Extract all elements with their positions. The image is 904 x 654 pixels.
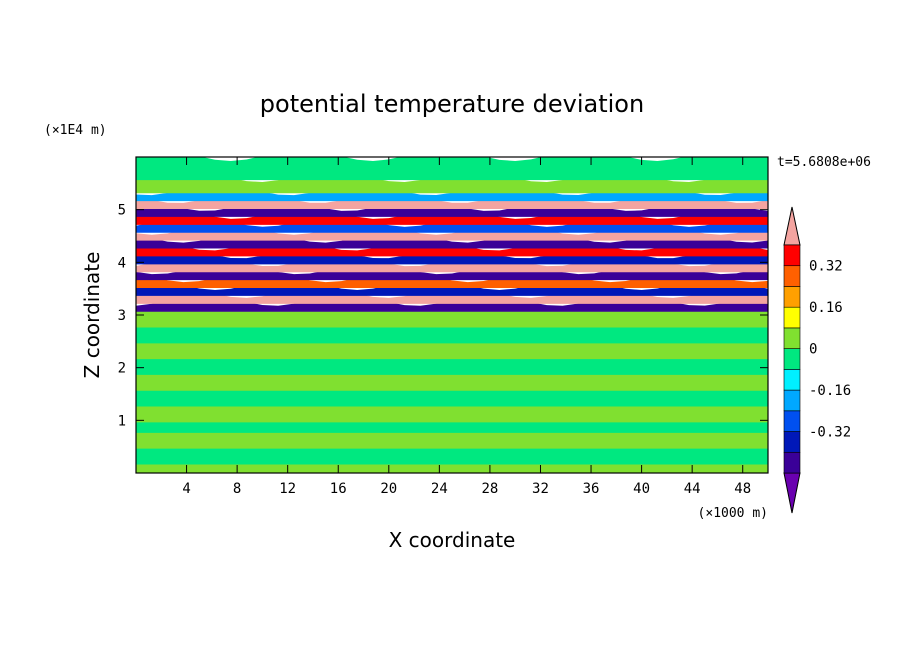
chart-title: potential temperature deviation <box>260 90 644 118</box>
x-tick-label: 20 <box>380 481 397 497</box>
contour-band <box>136 191 768 210</box>
colorbar-segment <box>783 265 801 287</box>
x-tick-label: 8 <box>233 481 241 497</box>
y-tick-label: 1 <box>118 413 126 429</box>
colorbar-segment <box>783 431 801 453</box>
colorbar-segment <box>783 306 801 329</box>
colorbar-extend-bottom <box>783 472 801 514</box>
y-unit-label: (×1E4 m) <box>44 123 107 138</box>
x-tick-label: 24 <box>431 481 448 497</box>
y-axis-label: Z coordinate <box>80 252 104 379</box>
y-tick-label: 4 <box>118 255 126 271</box>
x-tick-label: 28 <box>481 481 498 497</box>
contour-band <box>136 222 768 241</box>
contour-band <box>136 457 768 473</box>
colorbar: 0.32 0.16 0 -0.16 -0.32 <box>783 206 851 514</box>
colorbar-tick-label: -0.32 <box>809 425 851 441</box>
contour-band <box>136 270 768 289</box>
x-tick-label: 48 <box>734 481 751 497</box>
x-unit-label: (×1000 m) <box>698 506 768 521</box>
y-tick-label: 3 <box>118 308 126 324</box>
x-axis: 4 8 12 16 20 24 28 32 36 40 44 48 <box>182 157 751 497</box>
x-tick-label: 44 <box>684 481 701 497</box>
colorbar-tick-label: 0 <box>809 342 817 358</box>
contour-band <box>136 183 768 202</box>
plot-area <box>136 157 768 473</box>
colorbar-segment <box>783 286 801 308</box>
colorbar-extend-top <box>783 206 801 246</box>
contour-band <box>136 262 768 281</box>
x-tick-label: 12 <box>279 481 296 497</box>
y-tick-label: 2 <box>118 361 126 377</box>
colorbar-segment <box>783 369 801 391</box>
x-axis-label: X coordinate <box>389 528 516 552</box>
y-tick-label: 5 <box>118 203 126 219</box>
colorbar-segment <box>783 327 801 349</box>
time-label: t=5.6808e+06 <box>777 155 871 170</box>
colorbar-tick-label: 0.32 <box>809 259 843 275</box>
y-axis: 1 2 3 4 5 <box>118 203 768 429</box>
colorbar-segment <box>783 451 801 474</box>
colorbar-segment <box>783 389 801 412</box>
contour-band <box>136 157 768 181</box>
colorbar-tick-label: -0.16 <box>809 383 851 399</box>
x-tick-label: 16 <box>330 481 347 497</box>
colorbar-tick-label: 0.16 <box>809 300 843 316</box>
x-tick-label: 4 <box>182 481 190 497</box>
x-tick-label: 36 <box>583 481 600 497</box>
x-tick-label: 40 <box>633 481 650 497</box>
colorbar-segment <box>783 410 801 432</box>
colorbar-segment <box>783 348 801 370</box>
contour-band <box>136 230 768 249</box>
x-tick-label: 32 <box>532 481 549 497</box>
colorbar-segment <box>783 244 801 267</box>
